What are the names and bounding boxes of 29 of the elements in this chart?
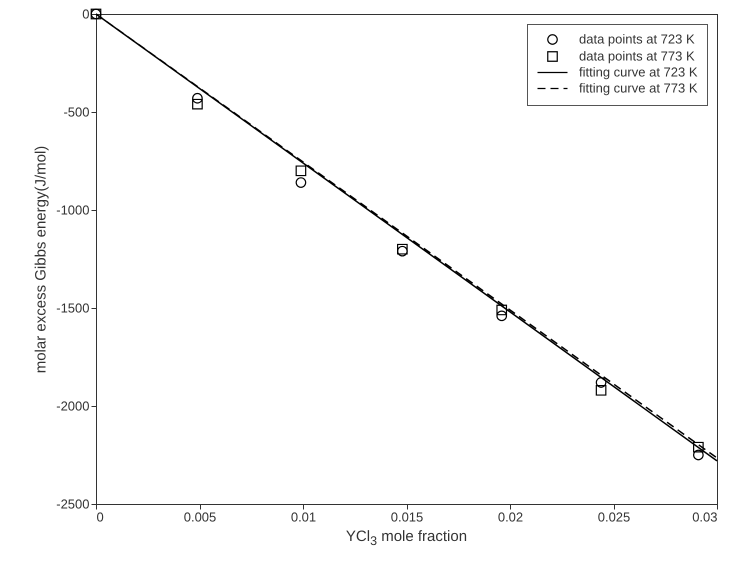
y-tick-label: -500	[63, 104, 90, 120]
legend-label: fitting curve at 723 K	[579, 64, 698, 80]
y-tick-label: -2000	[56, 398, 90, 414]
legend-label: data points at 723 K	[579, 32, 695, 46]
x-tick-label: 0.03	[692, 510, 718, 524]
y-axis-title: molar excess Gibbs energy(J/mol)	[32, 146, 50, 374]
point	[693, 450, 704, 460]
legend-label: fitting curve at 773 K	[579, 80, 698, 96]
point	[192, 98, 203, 110]
x-tick-label: 0.025	[598, 510, 630, 524]
x-axis-title: YCl$_{3}$ mole fraction	[344, 528, 468, 548]
x-tick-label: 0.005	[184, 510, 216, 524]
y-tick-label: -1500	[56, 300, 90, 316]
y-tick-label: -1000	[56, 202, 90, 218]
y-tick-label: -2500	[56, 496, 90, 512]
x-tick-label: 0.01	[290, 510, 316, 524]
x-tick-label: 0.015	[390, 510, 424, 524]
y-tick-label: 0	[82, 6, 90, 22]
point	[296, 165, 306, 176]
point	[496, 310, 508, 322]
point	[192, 92, 203, 104]
point	[496, 304, 508, 316]
legend-label: data points at 773 K	[579, 48, 695, 64]
x-tick-label: 0	[96, 510, 104, 524]
point	[596, 377, 606, 388]
x-tick-label: 0.02	[498, 510, 524, 524]
point	[596, 384, 606, 396]
point	[693, 442, 704, 453]
point	[296, 177, 306, 188]
